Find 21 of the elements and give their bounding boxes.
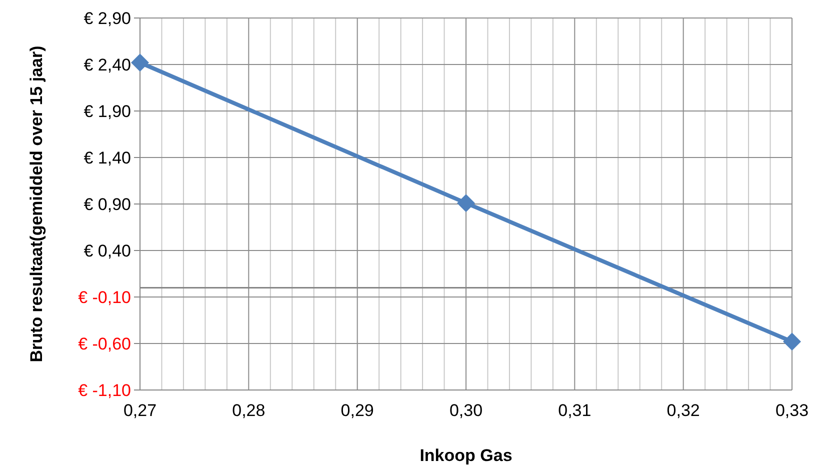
y-tick-label: € -0,10 <box>78 288 131 307</box>
y-tick-label: € 0,40 <box>84 241 131 260</box>
point <box>457 194 475 212</box>
x-axis-title: Inkoop Gas <box>420 446 512 465</box>
x-tick-label: 0,29 <box>340 401 374 420</box>
y-tick-label: € 2,40 <box>84 55 131 74</box>
y-tick-label: € 1,90 <box>84 102 131 121</box>
x-tick-label: 0,28 <box>232 401 266 420</box>
y-tick-label: € 2,90 <box>84 8 131 28</box>
point <box>783 332 801 351</box>
y-tick-label: € 0,90 <box>84 194 131 214</box>
x-tick-label: 0,32 <box>666 401 700 420</box>
y-tick-label: € -1,10 <box>78 380 131 400</box>
y-axis-title: Bruto resultaat(gemiddeld over 15 jaar) <box>27 46 46 362</box>
x-tick-label: 0,31 <box>558 401 592 420</box>
y-tick-label: € 1,40 <box>84 148 131 168</box>
x-tick-label: 0,30 <box>449 401 483 420</box>
x-tick-label: 0,27 <box>123 401 157 420</box>
x-tick-label: 0,33 <box>775 401 809 420</box>
y-tick-label: € -0,60 <box>78 334 131 354</box>
point <box>131 54 149 72</box>
